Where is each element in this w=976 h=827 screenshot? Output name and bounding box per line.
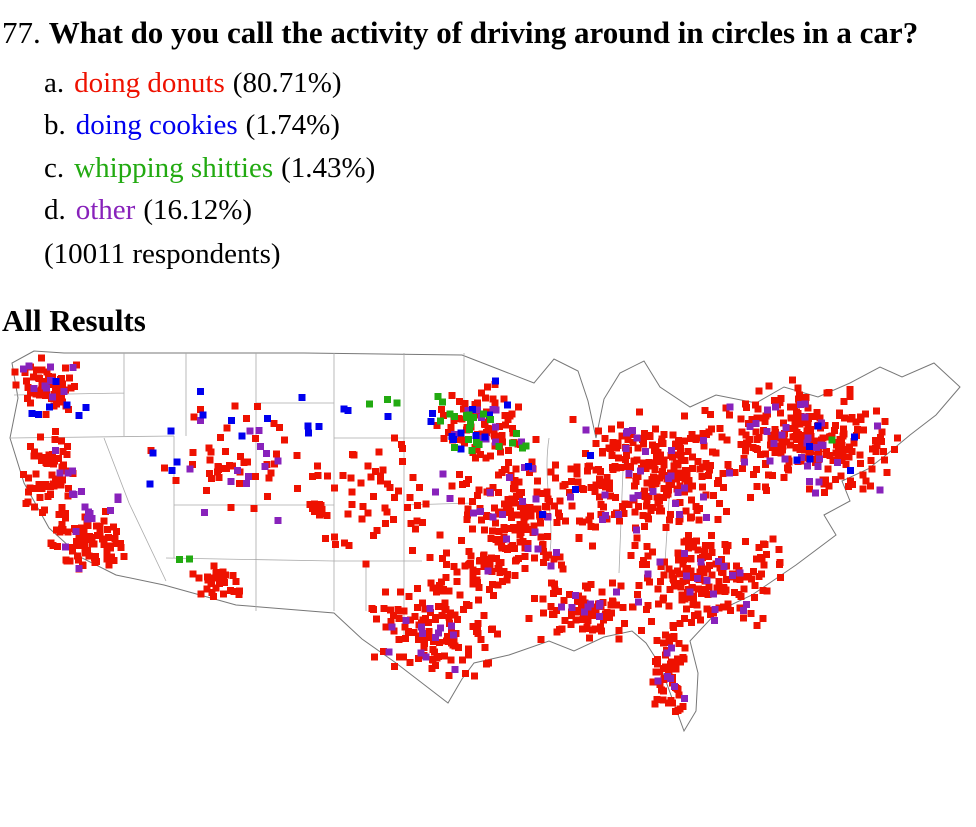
- option-label: doing donuts: [74, 67, 225, 100]
- us-outline: [9, 350, 961, 732]
- answer-options: a. doing donuts (80.71%) b. doing cookies (1…: [44, 62, 976, 274]
- answer-option-d: d. other (16.12%): [44, 189, 976, 231]
- map-dots: [11, 353, 902, 715]
- option-label: other: [75, 193, 136, 226]
- all-results-heading: All Results: [2, 302, 146, 338]
- answer-option-b: b. doing cookies (1.74%): [44, 104, 976, 146]
- respondents-count: (10011 respondents): [44, 237, 281, 270]
- option-letter: b.: [44, 109, 66, 142]
- option-letter: c.: [44, 151, 65, 184]
- answer-option-a: a. doing donuts (80.71%): [44, 62, 976, 104]
- option-percentage: (1.74%): [245, 109, 340, 142]
- question-heading: 77. What do you call the activity of driv…: [0, 0, 976, 52]
- option-letter: a.: [44, 67, 65, 100]
- question-number: 77.: [2, 15, 41, 50]
- option-label: doing cookies: [75, 109, 238, 142]
- option-letter: d.: [44, 193, 66, 226]
- option-percentage: (80.71%): [232, 67, 342, 100]
- answer-option-c: c. whipping shitties (1.43%): [44, 147, 976, 189]
- question-text: What do you call the activity of driving…: [48, 15, 919, 50]
- results-map: [4, 343, 972, 743]
- us-map-svg: [9, 350, 961, 732]
- option-percentage: (16.12%): [143, 193, 253, 226]
- option-percentage: (1.43%): [281, 151, 376, 184]
- option-label: whipping shitties: [74, 151, 274, 184]
